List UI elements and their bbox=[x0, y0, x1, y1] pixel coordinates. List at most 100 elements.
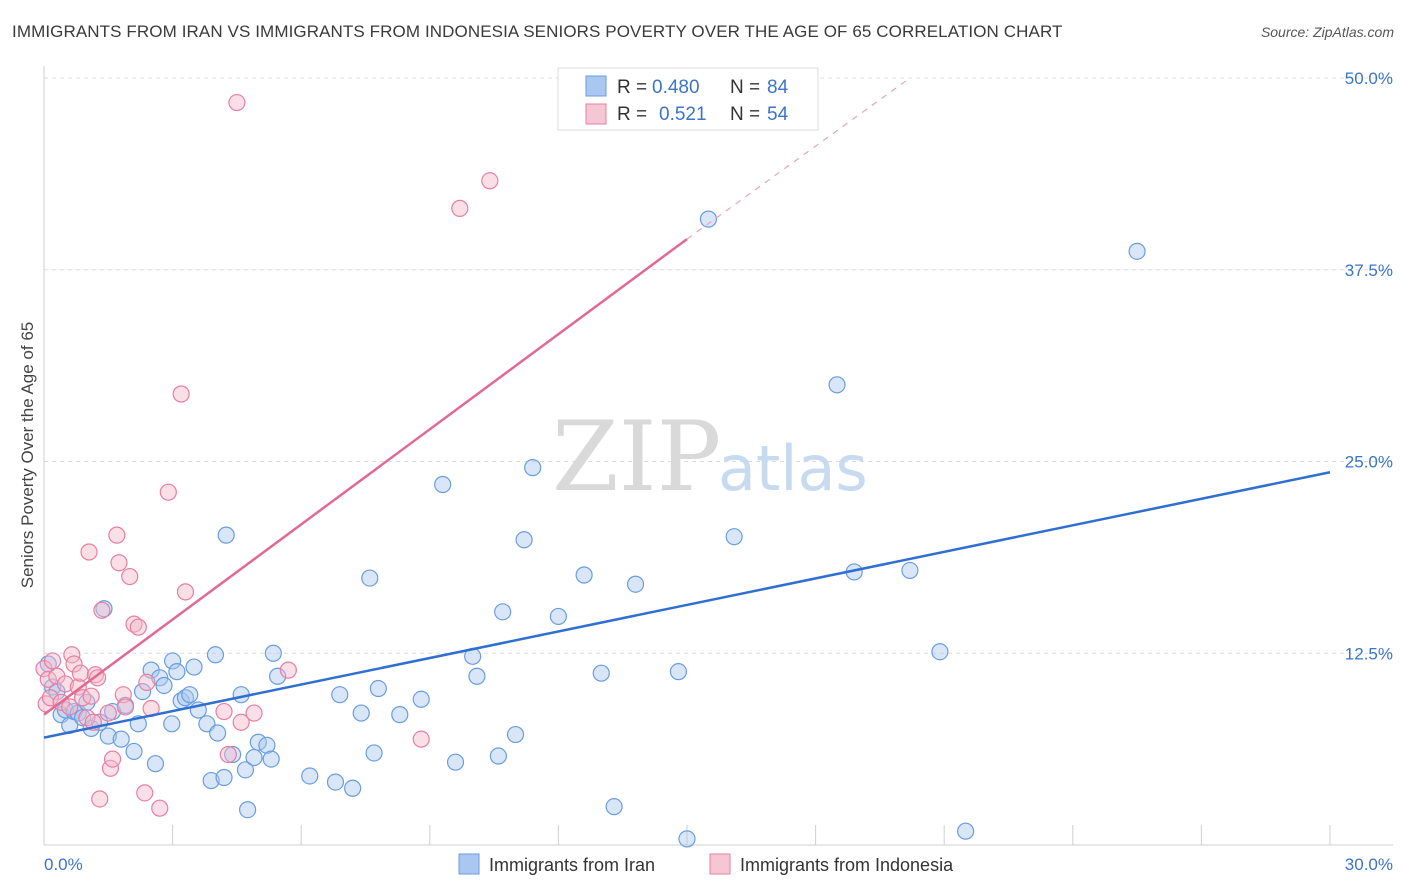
legend-swatch-iran bbox=[585, 75, 607, 97]
x-tick-label-max: 30.0% bbox=[1345, 855, 1393, 874]
legend-iran-n-label: N = bbox=[730, 77, 760, 98]
indonesia-point bbox=[71, 664, 90, 682]
indonesia-point bbox=[151, 799, 169, 817]
iran-point bbox=[301, 767, 319, 785]
trend-line-indonesia-extrapolated bbox=[686, 77, 911, 240]
iran-point bbox=[352, 704, 370, 722]
iran-point bbox=[164, 652, 182, 670]
indonesia-point bbox=[41, 689, 60, 707]
gridlines bbox=[44, 77, 1393, 654]
iran-point bbox=[331, 686, 349, 704]
iran-point bbox=[626, 575, 645, 593]
indonesia-point bbox=[412, 730, 430, 748]
indonesia-point bbox=[129, 618, 147, 636]
iran-point bbox=[168, 663, 186, 681]
y-tick-label-0: 12.5% bbox=[1345, 644, 1393, 663]
iran-point bbox=[202, 771, 220, 790]
iran-point bbox=[209, 724, 227, 742]
iran-point bbox=[112, 730, 130, 748]
iran-point bbox=[828, 376, 846, 394]
indonesia-point bbox=[159, 483, 177, 501]
trend-line-indonesia bbox=[43, 238, 688, 716]
bottom-legend-swatch-iran bbox=[458, 853, 480, 875]
iran-point bbox=[181, 686, 199, 704]
trend-line-iran bbox=[43, 471, 1331, 739]
legend-indonesia-n-value: 54 bbox=[767, 104, 789, 125]
iran-point bbox=[506, 725, 525, 744]
indonesia-point bbox=[228, 93, 246, 112]
iran-point bbox=[369, 679, 387, 698]
iran-point bbox=[224, 745, 242, 764]
iran-point bbox=[391, 706, 409, 724]
iran-point bbox=[412, 690, 430, 708]
iran-point bbox=[494, 603, 512, 621]
x-tick-labels: 0.0% 30.0% bbox=[44, 855, 1393, 874]
iran-point bbox=[678, 830, 696, 848]
iran-point bbox=[669, 663, 688, 681]
chart-title: IMMIGRANTS FROM IRAN VS IMMIGRANTS FROM … bbox=[12, 22, 1063, 41]
y-tick-labels: 12.5% 25.0% 37.5% 50.0% bbox=[1345, 69, 1393, 663]
indonesia-point bbox=[136, 784, 154, 802]
indonesia-point bbox=[99, 704, 117, 722]
iran-point bbox=[125, 742, 143, 761]
indonesia-point bbox=[245, 704, 263, 722]
indonesia-point bbox=[103, 750, 122, 768]
indonesia-point bbox=[121, 567, 139, 586]
legend-swatch-indonesia bbox=[585, 103, 607, 125]
iran-point bbox=[365, 744, 383, 762]
iran-point bbox=[699, 210, 718, 228]
stats-legend: R = 0.480 N = 84 R = 0.521 N = 54 bbox=[557, 67, 819, 131]
iran-point bbox=[239, 801, 257, 819]
iran-point bbox=[215, 768, 233, 787]
iran-point bbox=[326, 773, 345, 791]
iran-point bbox=[245, 748, 263, 767]
y-tick-label-2: 37.5% bbox=[1345, 261, 1393, 280]
iran-point bbox=[236, 761, 255, 779]
indonesia-point bbox=[215, 702, 233, 721]
indonesia-point bbox=[176, 583, 195, 601]
iran-point bbox=[524, 459, 542, 477]
iran-point bbox=[99, 727, 117, 745]
indonesia-point bbox=[56, 675, 75, 693]
iran-point bbox=[262, 750, 280, 768]
iran-point bbox=[258, 736, 276, 754]
y-tick-label-3: 50.0% bbox=[1345, 69, 1393, 88]
iran-point bbox=[1128, 242, 1146, 260]
indonesia-point bbox=[232, 713, 250, 731]
legend-indonesia-r-label: R = bbox=[617, 104, 647, 125]
series-iran-points bbox=[39, 210, 1146, 848]
series-legend: Immigrants from Iran Immigrants from Ind… bbox=[458, 853, 954, 875]
indonesia-point bbox=[88, 669, 107, 687]
iran-point bbox=[163, 715, 181, 733]
iran-point bbox=[725, 528, 743, 546]
indonesia-point bbox=[481, 172, 499, 190]
indonesia-point bbox=[219, 745, 237, 764]
indonesia-point bbox=[82, 687, 100, 705]
legend-iran-r-label: R = bbox=[617, 77, 647, 98]
indonesia-point bbox=[43, 652, 62, 670]
indonesia-point bbox=[80, 543, 98, 561]
indonesia-point bbox=[108, 526, 126, 544]
series-indonesia-points bbox=[35, 93, 499, 817]
watermark-atlas: atlas bbox=[718, 432, 868, 505]
iran-point bbox=[931, 643, 949, 661]
legend-indonesia-r-value: 0.521 bbox=[659, 104, 707, 125]
indonesia-point bbox=[65, 655, 83, 673]
indonesia-point bbox=[93, 601, 111, 619]
trend-lines bbox=[43, 77, 1331, 739]
iran-point bbox=[446, 753, 465, 771]
iran-point bbox=[344, 779, 362, 797]
iran-point bbox=[361, 569, 379, 587]
indonesia-point bbox=[138, 673, 156, 691]
iran-point bbox=[901, 561, 919, 580]
iran-point bbox=[489, 747, 507, 765]
indonesia-point bbox=[116, 698, 135, 716]
indonesia-point bbox=[451, 199, 469, 217]
y-tick-label-1: 25.0% bbox=[1345, 453, 1393, 472]
legend-indonesia-n-label: N = bbox=[730, 104, 760, 125]
iran-point bbox=[133, 682, 152, 701]
iran-point bbox=[269, 667, 287, 685]
iran-point bbox=[592, 664, 610, 682]
iran-point bbox=[515, 531, 533, 549]
